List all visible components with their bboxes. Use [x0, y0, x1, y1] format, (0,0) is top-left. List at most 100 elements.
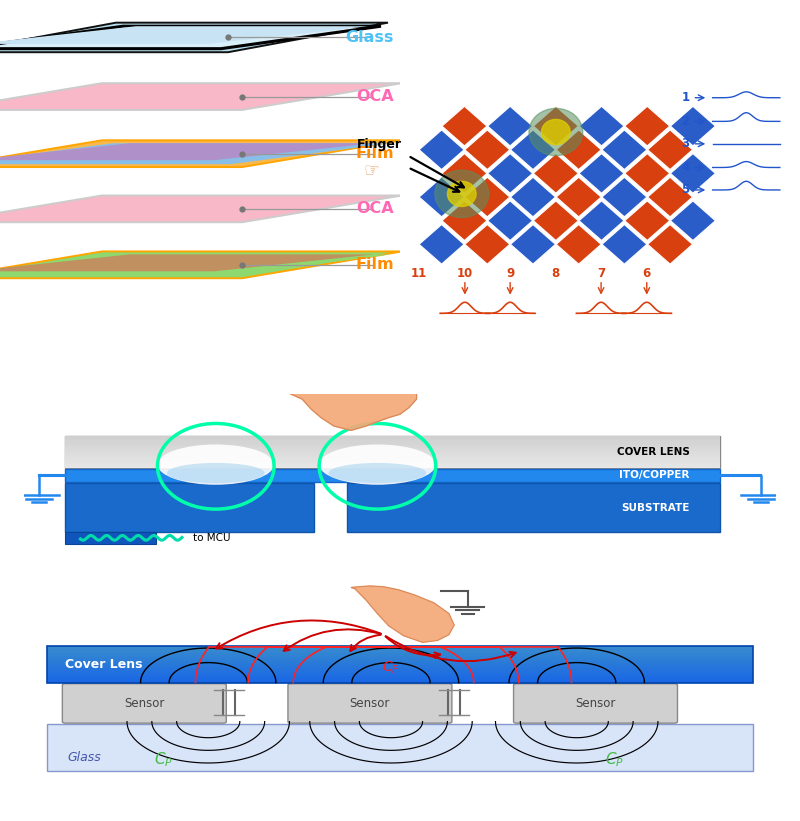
Polygon shape [510, 130, 555, 169]
Text: 9: 9 [506, 268, 514, 281]
FancyBboxPatch shape [46, 658, 754, 659]
Polygon shape [419, 130, 464, 169]
Ellipse shape [319, 444, 436, 484]
Polygon shape [556, 225, 601, 264]
FancyBboxPatch shape [46, 679, 754, 680]
Text: to MCU: to MCU [194, 533, 230, 543]
FancyBboxPatch shape [66, 463, 720, 464]
Text: Film: Film [355, 257, 394, 273]
FancyBboxPatch shape [46, 674, 754, 675]
FancyBboxPatch shape [66, 452, 720, 453]
Text: COVER LENS: COVER LENS [617, 447, 690, 456]
Polygon shape [488, 154, 533, 193]
Polygon shape [465, 225, 510, 264]
FancyBboxPatch shape [66, 483, 314, 533]
Polygon shape [625, 154, 670, 193]
Polygon shape [648, 225, 693, 264]
Polygon shape [579, 201, 624, 241]
Polygon shape [0, 251, 402, 278]
Text: 4: 4 [682, 161, 690, 174]
Polygon shape [602, 177, 646, 217]
FancyBboxPatch shape [66, 455, 720, 456]
Circle shape [529, 108, 582, 156]
Text: Cover Lens: Cover Lens [66, 658, 143, 671]
FancyBboxPatch shape [66, 442, 720, 443]
Ellipse shape [158, 444, 274, 484]
FancyBboxPatch shape [66, 450, 720, 451]
Polygon shape [579, 154, 624, 193]
Text: OCA: OCA [356, 89, 394, 104]
Polygon shape [0, 23, 388, 53]
FancyBboxPatch shape [66, 436, 720, 468]
FancyBboxPatch shape [347, 483, 720, 533]
Text: Glass: Glass [346, 30, 394, 45]
Polygon shape [442, 107, 487, 146]
FancyBboxPatch shape [66, 453, 720, 454]
Polygon shape [442, 201, 487, 241]
Text: 8: 8 [552, 268, 560, 281]
Polygon shape [419, 177, 464, 217]
Polygon shape [670, 107, 715, 146]
Polygon shape [291, 372, 417, 430]
Circle shape [435, 170, 489, 218]
FancyBboxPatch shape [46, 662, 754, 663]
FancyBboxPatch shape [46, 673, 754, 674]
Polygon shape [0, 83, 402, 110]
FancyBboxPatch shape [46, 651, 754, 652]
Text: Film: Film [355, 146, 394, 161]
FancyBboxPatch shape [66, 437, 720, 438]
Polygon shape [442, 154, 487, 193]
FancyBboxPatch shape [66, 454, 720, 455]
Polygon shape [0, 195, 402, 222]
FancyBboxPatch shape [46, 646, 754, 647]
FancyBboxPatch shape [66, 464, 720, 465]
Polygon shape [670, 201, 715, 241]
Text: Finger: Finger [357, 138, 402, 151]
Polygon shape [534, 107, 578, 146]
Text: 7: 7 [597, 268, 605, 281]
FancyBboxPatch shape [46, 677, 754, 678]
FancyBboxPatch shape [46, 723, 754, 772]
Text: 6: 6 [642, 268, 651, 281]
FancyBboxPatch shape [66, 457, 720, 458]
Polygon shape [419, 225, 464, 264]
FancyBboxPatch shape [66, 439, 720, 440]
Text: Sensor: Sensor [350, 697, 390, 709]
FancyBboxPatch shape [46, 653, 754, 654]
Polygon shape [556, 177, 601, 217]
FancyBboxPatch shape [66, 532, 155, 544]
Polygon shape [534, 154, 578, 193]
FancyBboxPatch shape [46, 678, 754, 679]
FancyBboxPatch shape [66, 445, 720, 446]
FancyBboxPatch shape [46, 654, 754, 655]
Text: 10: 10 [457, 268, 473, 281]
FancyBboxPatch shape [66, 467, 720, 468]
Polygon shape [602, 130, 646, 169]
FancyBboxPatch shape [46, 648, 754, 649]
Polygon shape [488, 107, 533, 146]
Text: SUBSTRATE: SUBSTRATE [621, 502, 690, 512]
FancyBboxPatch shape [46, 680, 754, 681]
Text: $C_P$: $C_P$ [154, 750, 173, 769]
FancyBboxPatch shape [46, 657, 754, 658]
Polygon shape [579, 107, 624, 146]
FancyBboxPatch shape [46, 655, 754, 656]
FancyBboxPatch shape [46, 665, 754, 666]
Polygon shape [0, 255, 391, 275]
FancyBboxPatch shape [62, 684, 226, 723]
FancyBboxPatch shape [46, 649, 754, 651]
Polygon shape [0, 143, 374, 160]
Polygon shape [602, 225, 646, 264]
FancyBboxPatch shape [46, 666, 754, 667]
FancyBboxPatch shape [46, 659, 754, 660]
Circle shape [447, 181, 476, 207]
FancyBboxPatch shape [46, 668, 754, 669]
FancyBboxPatch shape [46, 663, 754, 664]
FancyBboxPatch shape [46, 656, 754, 657]
FancyBboxPatch shape [288, 684, 452, 723]
Text: 5: 5 [682, 183, 690, 196]
Polygon shape [510, 177, 555, 217]
Polygon shape [625, 107, 670, 146]
FancyBboxPatch shape [46, 675, 754, 677]
Text: 2: 2 [682, 115, 690, 128]
